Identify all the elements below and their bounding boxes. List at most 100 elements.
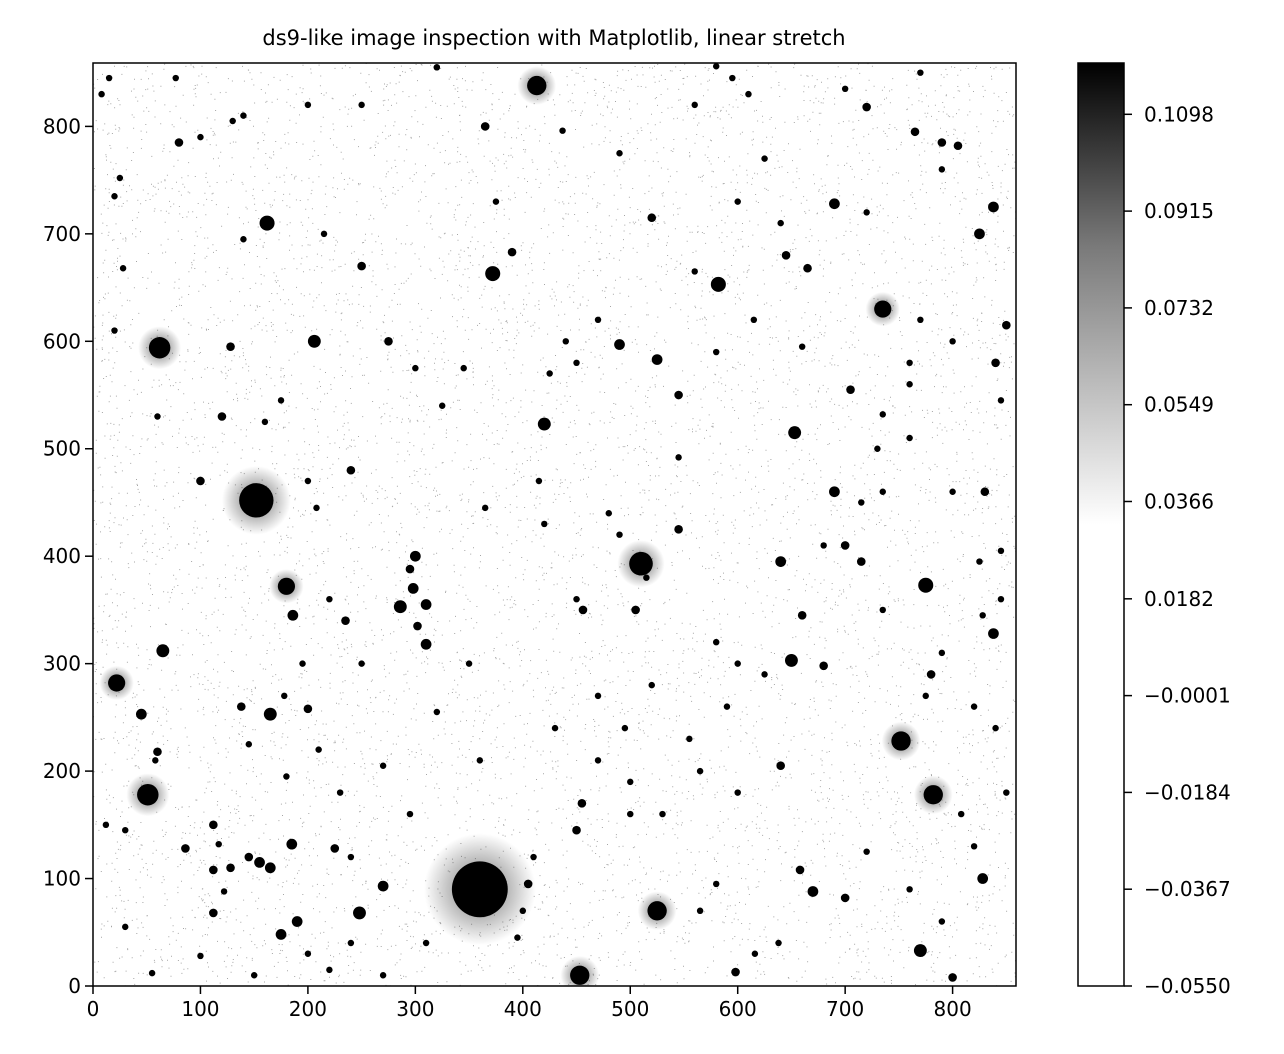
source xyxy=(751,950,759,957)
source xyxy=(413,621,422,631)
source xyxy=(605,509,612,517)
source xyxy=(196,476,205,486)
source xyxy=(879,606,886,614)
source xyxy=(906,381,913,388)
source xyxy=(573,595,580,603)
source xyxy=(798,343,806,350)
source xyxy=(858,499,865,506)
plot-frame xyxy=(92,62,1017,987)
source xyxy=(731,967,740,977)
source xyxy=(949,338,956,345)
source xyxy=(674,390,683,400)
source xyxy=(420,638,432,650)
source xyxy=(259,215,275,231)
source xyxy=(906,886,913,893)
source xyxy=(974,228,985,240)
source xyxy=(527,75,547,96)
source xyxy=(696,767,704,775)
source xyxy=(347,853,355,861)
source xyxy=(761,671,768,678)
source xyxy=(433,64,441,71)
source xyxy=(841,85,849,93)
source xyxy=(570,965,590,985)
source xyxy=(384,336,393,346)
source xyxy=(953,141,963,151)
source xyxy=(937,138,947,147)
source xyxy=(250,972,258,979)
source xyxy=(287,609,299,621)
source xyxy=(629,551,653,576)
source xyxy=(734,198,741,205)
source xyxy=(691,268,698,275)
source xyxy=(236,702,246,711)
x-tick-label: 200 xyxy=(289,997,327,1021)
source xyxy=(209,820,218,830)
colorbar-tick-label: 0.0549 xyxy=(1144,393,1214,417)
source xyxy=(523,879,533,889)
source xyxy=(696,907,704,915)
source xyxy=(226,342,235,351)
source xyxy=(840,541,850,550)
source xyxy=(712,880,720,888)
source xyxy=(803,263,812,273)
source xyxy=(326,595,333,603)
source xyxy=(240,112,247,119)
source xyxy=(152,757,159,764)
source xyxy=(938,649,946,657)
source xyxy=(286,838,298,850)
source xyxy=(153,747,162,757)
source xyxy=(217,412,227,421)
source xyxy=(226,863,235,873)
source xyxy=(594,757,602,764)
source xyxy=(863,848,870,855)
source xyxy=(997,547,1005,555)
source xyxy=(245,741,253,748)
source xyxy=(788,426,802,440)
x-tick-label: 600 xyxy=(719,997,757,1021)
source xyxy=(627,778,634,786)
source xyxy=(970,843,978,850)
source xyxy=(377,880,389,892)
source xyxy=(891,731,911,751)
source xyxy=(412,364,419,372)
source xyxy=(926,670,936,679)
source xyxy=(108,674,126,692)
source xyxy=(122,923,129,931)
source xyxy=(537,417,551,431)
source xyxy=(923,785,943,805)
source xyxy=(938,166,946,173)
source xyxy=(347,939,355,947)
source xyxy=(181,844,190,853)
source xyxy=(797,610,807,620)
source xyxy=(745,90,752,98)
source xyxy=(647,901,667,921)
source xyxy=(910,127,920,137)
source xyxy=(492,198,500,205)
source xyxy=(879,488,886,495)
source xyxy=(991,358,1000,368)
source xyxy=(358,660,365,667)
source xyxy=(829,198,840,210)
source xyxy=(320,230,328,238)
source xyxy=(379,762,387,769)
source xyxy=(997,595,1005,603)
source xyxy=(643,574,650,581)
source xyxy=(712,638,720,646)
source xyxy=(977,873,989,884)
source xyxy=(775,939,782,947)
image-plot-area[interactable] xyxy=(92,62,1017,995)
source xyxy=(874,445,881,452)
source xyxy=(784,653,798,667)
source xyxy=(723,703,731,710)
source xyxy=(906,359,913,367)
source xyxy=(277,577,296,595)
source xyxy=(863,209,870,216)
source xyxy=(775,556,787,567)
source xyxy=(476,757,484,764)
x-tick-label: 100 xyxy=(181,997,219,1021)
colorbar-tick-label: −0.0367 xyxy=(1144,877,1231,901)
source xyxy=(734,660,741,667)
source xyxy=(621,724,629,732)
source xyxy=(648,681,655,689)
colorbar-gradient xyxy=(1077,62,1125,987)
